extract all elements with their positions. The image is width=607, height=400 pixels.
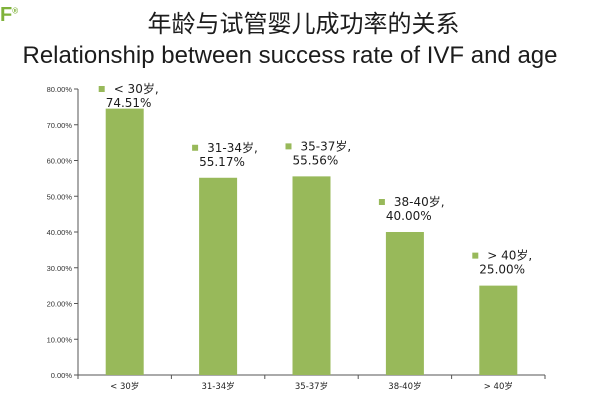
- data-label-marker: [98, 86, 105, 92]
- y-tick-label: 70.00%: [47, 121, 73, 130]
- data-label-marker: [192, 144, 199, 151]
- x-tick-label: 38-40岁: [388, 381, 421, 392]
- data-label-value: 74.51%: [106, 96, 152, 110]
- chart-axes: 0.00% 10.00% 20.00% 30.00% 40.00% 50.00% 60.00…: [47, 85, 546, 392]
- bar: [105, 108, 144, 376]
- data-label-category: < 30岁,: [114, 81, 159, 96]
- data-label-value: 55.17%: [199, 155, 245, 169]
- data-label-value: 55.56%: [293, 153, 339, 167]
- data-label-value: 25.00%: [479, 263, 525, 277]
- y-tick-label: 20.00%: [47, 300, 73, 309]
- data-label-category: 31-34岁,: [207, 140, 258, 155]
- x-tick-label: 35-37岁: [295, 381, 328, 392]
- data-label-marker: [472, 252, 479, 259]
- y-tick-label: 50.00%: [47, 192, 73, 201]
- data-label-value: 40.00%: [386, 209, 432, 223]
- bar: [292, 176, 331, 375]
- y-tick-label: 60.00%: [47, 157, 73, 166]
- data-label-category: > 40岁,: [487, 248, 532, 263]
- x-tick-label: 31-34岁: [201, 381, 234, 392]
- data-label-category: 35-37岁,: [301, 138, 352, 153]
- bar: [479, 285, 518, 375]
- data-label-marker: [378, 199, 385, 205]
- bar: [199, 177, 238, 375]
- y-tick-label: 40.00%: [47, 228, 73, 237]
- x-tick-label: < 30岁: [110, 381, 139, 392]
- data-label-marker: [285, 143, 292, 150]
- chart-title-chinese: 年龄与试管婴儿成功率的关系: [147, 10, 460, 38]
- logo-fragment: F®: [0, 4, 19, 26]
- data-labels: < 30岁,74.51% 31-34岁,55.17% 35-37岁,55.56% 38…: [98, 81, 532, 277]
- bar: [385, 232, 424, 375]
- y-tick-label: 0.00%: [51, 371, 73, 380]
- y-tick-label: 80.00%: [47, 85, 73, 94]
- y-tick-label: 30.00%: [47, 264, 73, 273]
- bar-series: [105, 108, 518, 376]
- chart-title-english: Relationship between success rate of IVF…: [22, 42, 558, 69]
- x-tick-label: > 40岁: [484, 381, 513, 392]
- y-tick-label: 10.00%: [47, 335, 73, 344]
- data-label-category: 38-40岁,: [394, 194, 445, 209]
